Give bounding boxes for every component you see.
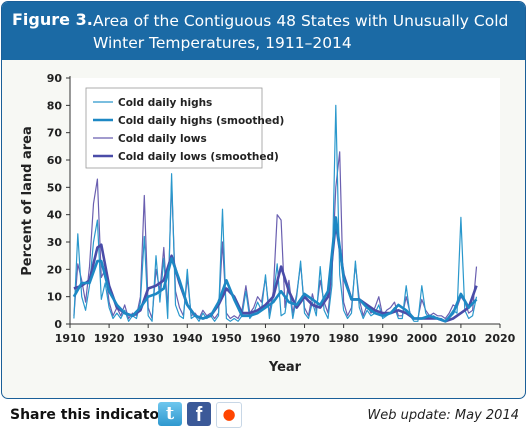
x-axis-label: Year — [268, 360, 302, 375]
legend-label: Cold daily highs (smoothed) — [118, 115, 284, 127]
legend-label: Cold daily lows — [118, 133, 207, 145]
x-tick-label: 1990 — [367, 332, 398, 345]
x-tick-label: 1920 — [94, 332, 125, 345]
legend-label: Cold daily lows (smoothed) — [118, 151, 279, 163]
footer: Share this indicator: t f ● Web update: … — [0, 397, 527, 431]
y-tick-label: 60 — [47, 154, 63, 167]
y-axis-label: Percent of land area — [20, 126, 35, 275]
x-tick-label: 1970 — [289, 332, 320, 345]
y-tick-label: 80 — [47, 99, 63, 112]
figure-header: Figure 3. Area of the Contiguous 48 Stat… — [2, 2, 525, 60]
share-label: Share this indicator: — [10, 407, 172, 423]
y-tick-label: 30 — [47, 236, 63, 249]
reddit-icon[interactable]: ● — [216, 402, 242, 428]
x-tick-label: 1950 — [211, 332, 242, 345]
y-tick-label: 20 — [47, 263, 63, 276]
x-tick-label: 1910 — [55, 332, 86, 345]
y-tick-label: 0 — [54, 318, 62, 331]
x-tick-label: 1960 — [250, 332, 281, 345]
x-tick-label: 2000 — [407, 332, 438, 345]
x-tick-label: 2010 — [446, 332, 477, 345]
x-tick-label: 1930 — [133, 332, 164, 345]
facebook-icon[interactable]: f — [187, 402, 211, 426]
figure-card: Figure 3. Area of the Contiguous 48 Stat… — [1, 1, 526, 399]
web-update-text: Web update: May 2014 — [367, 408, 519, 423]
legend-box — [85, 87, 263, 169]
figure-title: Area of the Contiguous 48 States with Un… — [93, 12, 509, 52]
series-line-1 — [72, 216, 478, 323]
figure-label: Figure 3. — [12, 10, 93, 29]
y-tick-label: 10 — [47, 291, 63, 304]
y-tick-label: 90 — [47, 72, 63, 85]
chart: 0 10 20 30 40 50 60 70 80 90 1910 1920 1930 1940 1950 1… — [20, 72, 516, 375]
x-tick-label: 1980 — [328, 332, 359, 345]
legend: Cold daily highs Cold daily highs (smooth… — [85, 87, 284, 169]
y-tick-label: 70 — [47, 127, 63, 140]
y-tick-label: 50 — [47, 181, 63, 194]
y-tick-label: 40 — [47, 209, 63, 222]
x-tick-label: 1940 — [172, 332, 203, 345]
twitter-icon[interactable]: t — [158, 402, 182, 426]
series-line-0 — [73, 104, 478, 322]
x-tick-label: 2020 — [485, 332, 516, 345]
legend-label: Cold daily highs — [118, 97, 212, 109]
